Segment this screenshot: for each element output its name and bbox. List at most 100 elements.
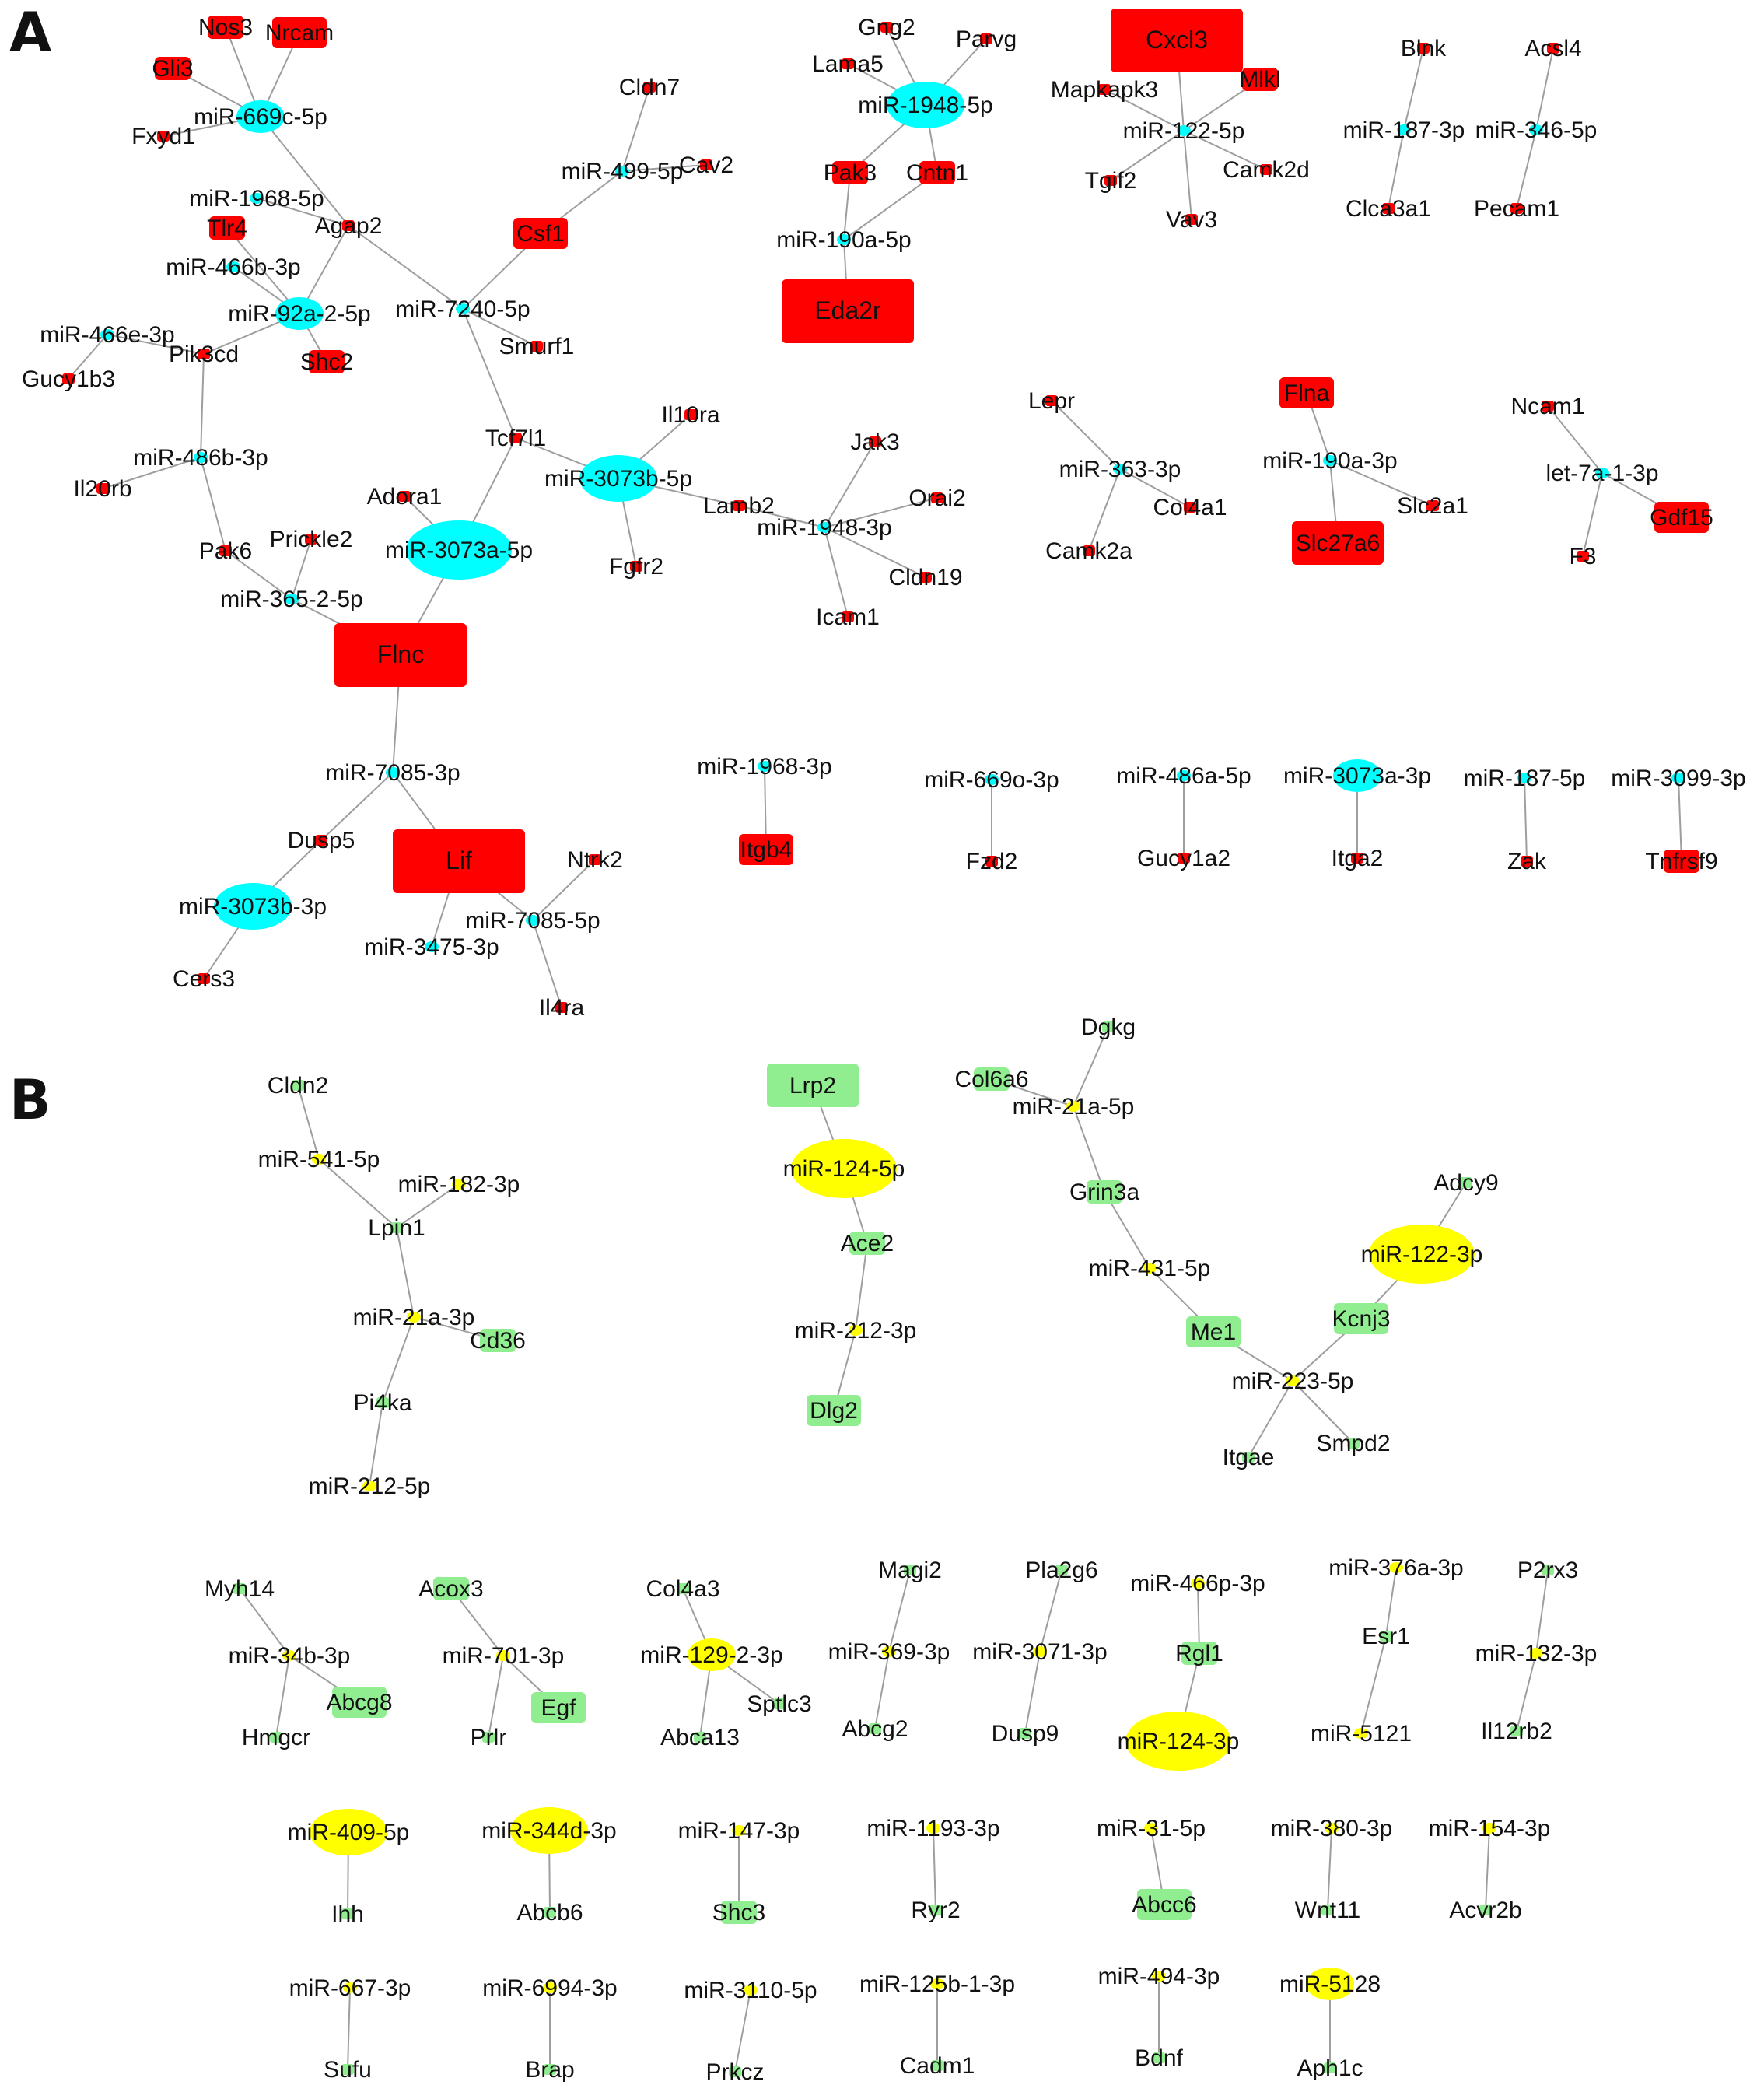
node-mir466p3p[interactable]: miR-466p-3p — [1130, 1571, 1265, 1596]
node-mir1245p[interactable]: miR-124-5p — [783, 1139, 905, 1198]
node-tcf7l1[interactable]: Tcf7l1 — [485, 426, 546, 451]
node-blnk[interactable]: Blnk — [1401, 36, 1447, 61]
node-il4ra[interactable]: Il4ra — [539, 995, 585, 1021]
node-mir30993p[interactable]: miR-3099-3p — [1611, 766, 1745, 791]
node-mir21a5p[interactable]: miR-21a-5p — [1013, 1094, 1135, 1120]
node-p2rx3[interactable]: P2rx3 — [1517, 1558, 1578, 1583]
node-jak3[interactable]: Jak3 — [850, 429, 899, 455]
node-mir466e3p[interactable]: miR-466e-3p — [40, 322, 174, 348]
node-tnfrsf9[interactable]: Tnfrsf9 — [1645, 849, 1717, 874]
node-abcg8[interactable]: Abcg8 — [326, 1687, 393, 1718]
node-csf1[interactable]: Csf1 — [513, 218, 568, 249]
node-mir1473p[interactable]: miR-147-3p — [678, 1818, 800, 1844]
node-mir1223p[interactable]: miR-122-3p — [1361, 1225, 1483, 1284]
node-mir376a3p[interactable]: miR-376a-3p — [1328, 1555, 1463, 1581]
node-dusp5[interactable]: Dusp5 — [288, 828, 355, 853]
node-il10ra[interactable]: Il10ra — [661, 402, 719, 428]
node-mir31105p[interactable]: miR-3110-5p — [684, 1978, 817, 2003]
node-cldn7[interactable]: Cldn7 — [619, 75, 680, 100]
node-mir11933p[interactable]: miR-1193-3p — [866, 1816, 999, 1841]
node-mlkl[interactable]: Mlkl — [1239, 67, 1280, 93]
node-abcg2[interactable]: Abcg2 — [842, 1716, 908, 1742]
node-tlr4[interactable]: Tlr4 — [207, 216, 247, 241]
node-dgkg[interactable]: Dgkg — [1081, 1014, 1136, 1040]
node-il12rb2[interactable]: Il12rb2 — [1481, 1719, 1552, 1744]
node-egf[interactable]: Egf — [531, 1692, 586, 1723]
node-lrp2[interactable]: Lrp2 — [767, 1064, 859, 1107]
node-mir5128[interactable]: miR-5128 — [1279, 1968, 1381, 2000]
node-mir3073a5p[interactable]: miR-3073a-5p — [385, 520, 533, 580]
node-gng2[interactable]: Gng2 — [858, 15, 915, 40]
node-lepr[interactable]: Lepr — [1028, 388, 1075, 414]
node-mir70855p[interactable]: miR-7085-5p — [465, 908, 600, 934]
node-mir4995p[interactable]: miR-499-5p — [562, 159, 684, 184]
node-mir3633p[interactable]: miR-363-3p — [1059, 457, 1181, 482]
node-mir4943p[interactable]: miR-494-3p — [1098, 1964, 1220, 1989]
node-kcnj3[interactable]: Kcnj3 — [1332, 1303, 1391, 1334]
node-lama5[interactable]: Lama5 — [812, 51, 884, 77]
node-col6a6[interactable]: Col6a6 — [954, 1067, 1028, 1092]
node-gdf15[interactable]: Gdf15 — [1650, 502, 1713, 533]
node-nos3[interactable]: Nos3 — [198, 15, 253, 40]
node-shc3[interactable]: Shc3 — [712, 1900, 765, 1926]
node-camk2a[interactable]: Camk2a — [1045, 538, 1132, 564]
node-vav3[interactable]: Vav3 — [1166, 207, 1217, 233]
node-wnt11[interactable]: Wnt11 — [1295, 1898, 1360, 1923]
node-mir3465p[interactable]: miR-346-5p — [1475, 117, 1598, 143]
node-flnc[interactable]: Flnc — [334, 623, 467, 687]
node-mir1823p[interactable]: miR-182-3p — [398, 1172, 520, 1197]
node-slc27a6[interactable]: Slc27a6 — [1292, 521, 1384, 565]
node-mir5415p[interactable]: miR-541-5p — [258, 1147, 380, 1172]
node-mir7013p[interactable]: miR-701-3p — [443, 1643, 565, 1669]
node-abcb6[interactable]: Abcb6 — [516, 1900, 583, 1926]
node-esr1[interactable]: Esr1 — [1362, 1624, 1410, 1649]
node-il20rb[interactable]: Il20rb — [73, 476, 131, 502]
node-fxyd1[interactable]: Fxyd1 — [131, 124, 195, 149]
node-acsl4[interactable]: Acsl4 — [1524, 36, 1581, 61]
node-mir69943p[interactable]: miR-6994-3p — [482, 1975, 617, 2001]
node-prickle2[interactable]: Prickle2 — [270, 527, 353, 552]
node-smpd2[interactable]: Smpd2 — [1316, 1431, 1390, 1456]
node-hmgcr[interactable]: Hmgcr — [242, 1725, 310, 1750]
node-mir2125p[interactable]: miR-212-5p — [309, 1474, 431, 1499]
node-mir70853p[interactable]: miR-7085-3p — [325, 760, 460, 786]
node-mir19685p[interactable]: miR-1968-5p — [189, 186, 324, 212]
node-acox3[interactable]: Acox3 — [418, 1576, 483, 1602]
node-mir30713p[interactable]: miR-3071-3p — [972, 1639, 1107, 1665]
node-mir466b3p[interactable]: miR-466b-3p — [166, 254, 300, 280]
node-pla2g6[interactable]: Pla2g6 — [1025, 1558, 1097, 1583]
node-dlg2[interactable]: Dlg2 — [807, 1395, 861, 1426]
node-mir1323p[interactable]: miR-132-3p — [1475, 1641, 1598, 1666]
node-mir486a5p[interactable]: miR-486a-5p — [1116, 763, 1251, 789]
node-shc2[interactable]: Shc2 — [300, 349, 353, 375]
node-col4a3[interactable]: Col4a3 — [646, 1576, 719, 1602]
node-magi2[interactable]: Magi2 — [878, 1558, 942, 1583]
node-myh14[interactable]: Myh14 — [205, 1576, 275, 1602]
node-mir3693p[interactable]: miR-369-3p — [828, 1639, 950, 1665]
node-icam1[interactable]: Icam1 — [816, 604, 880, 630]
node-mir344d3p[interactable]: miR-344d-3p — [481, 1807, 617, 1854]
node-gucy1b3[interactable]: Gucy1b3 — [22, 366, 115, 392]
node-ace2[interactable]: Ace2 — [841, 1231, 894, 1256]
node-mir669o3p[interactable]: miR-669o-3p — [924, 767, 1059, 793]
node-mir72405p[interactable]: miR-7240-5p — [395, 296, 530, 322]
node-orai2[interactable]: Orai2 — [908, 485, 965, 511]
node-flna[interactable]: Flna — [1279, 377, 1334, 408]
node-adcy9[interactable]: Adcy9 — [1433, 1170, 1498, 1196]
node-prlr[interactable]: Prlr — [471, 1725, 507, 1750]
node-mir36525p[interactable]: miR-365-2-5p — [220, 587, 362, 612]
node-me1[interactable]: Me1 — [1186, 1316, 1241, 1347]
node-sptlc3[interactable]: Sptlc3 — [747, 1691, 811, 1717]
node-gucy1a2[interactable]: Gucy1a2 — [1137, 846, 1230, 871]
node-mapkapk3[interactable]: Mapkapk3 — [1051, 77, 1158, 103]
node-fzd2[interactable]: Fzd2 — [966, 849, 1018, 874]
node-mir92a25p[interactable]: miR-92a-2-5p — [228, 297, 371, 330]
node-cxcl3[interactable]: Cxcl3 — [1111, 9, 1243, 72]
node-f3[interactable]: F3 — [1569, 544, 1596, 569]
node-cntn1[interactable]: Cntn1 — [906, 160, 968, 186]
node-lif[interactable]: Lif — [393, 829, 525, 893]
node-let7a13p[interactable]: let-7a-1-3p — [1545, 461, 1658, 486]
node-mir125b13p[interactable]: miR-125b-1-3p — [859, 1971, 1015, 1997]
node-sufu[interactable]: Sufu — [324, 2057, 372, 2083]
node-mir19483p[interactable]: miR-1948-3p — [757, 515, 891, 541]
